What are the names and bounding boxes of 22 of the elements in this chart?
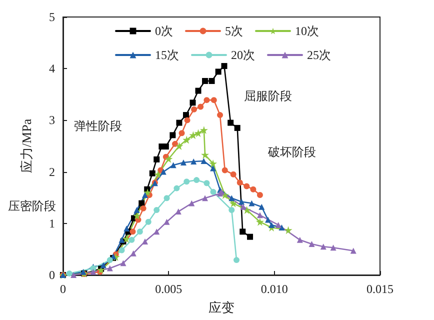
legend-label: 10次: [295, 24, 319, 38]
legend-label: 5次: [225, 24, 243, 38]
y-tick-label: 2: [49, 164, 55, 179]
text: 压密阶段: [8, 199, 56, 213]
y-axis-title: 应力/MPa: [19, 118, 34, 174]
legend-label: 15次: [155, 48, 179, 62]
x-tick-label: 0.005: [155, 282, 182, 296]
y-tick-label: 0: [49, 268, 55, 282]
x-tick-label: 0.010: [260, 282, 288, 296]
x-tick-label: 0: [60, 282, 66, 296]
y-tick-label: 3: [49, 113, 55, 128]
annotation: 屈服阶段: [244, 89, 292, 103]
y-tick-label: 5: [49, 10, 55, 24]
legend-label: 0次: [155, 24, 173, 38]
legend-label: 20次: [231, 48, 255, 62]
annotation: 破坏阶段: [267, 145, 316, 159]
legend-label: 25次: [307, 48, 331, 62]
annotation: 弹性阶段: [74, 119, 122, 133]
x-tick-label: 0.015: [366, 282, 394, 296]
x-axis-title: 应变: [208, 300, 234, 315]
y-tick-label: 4: [49, 62, 55, 76]
y-tick-label: 1: [49, 216, 55, 230]
